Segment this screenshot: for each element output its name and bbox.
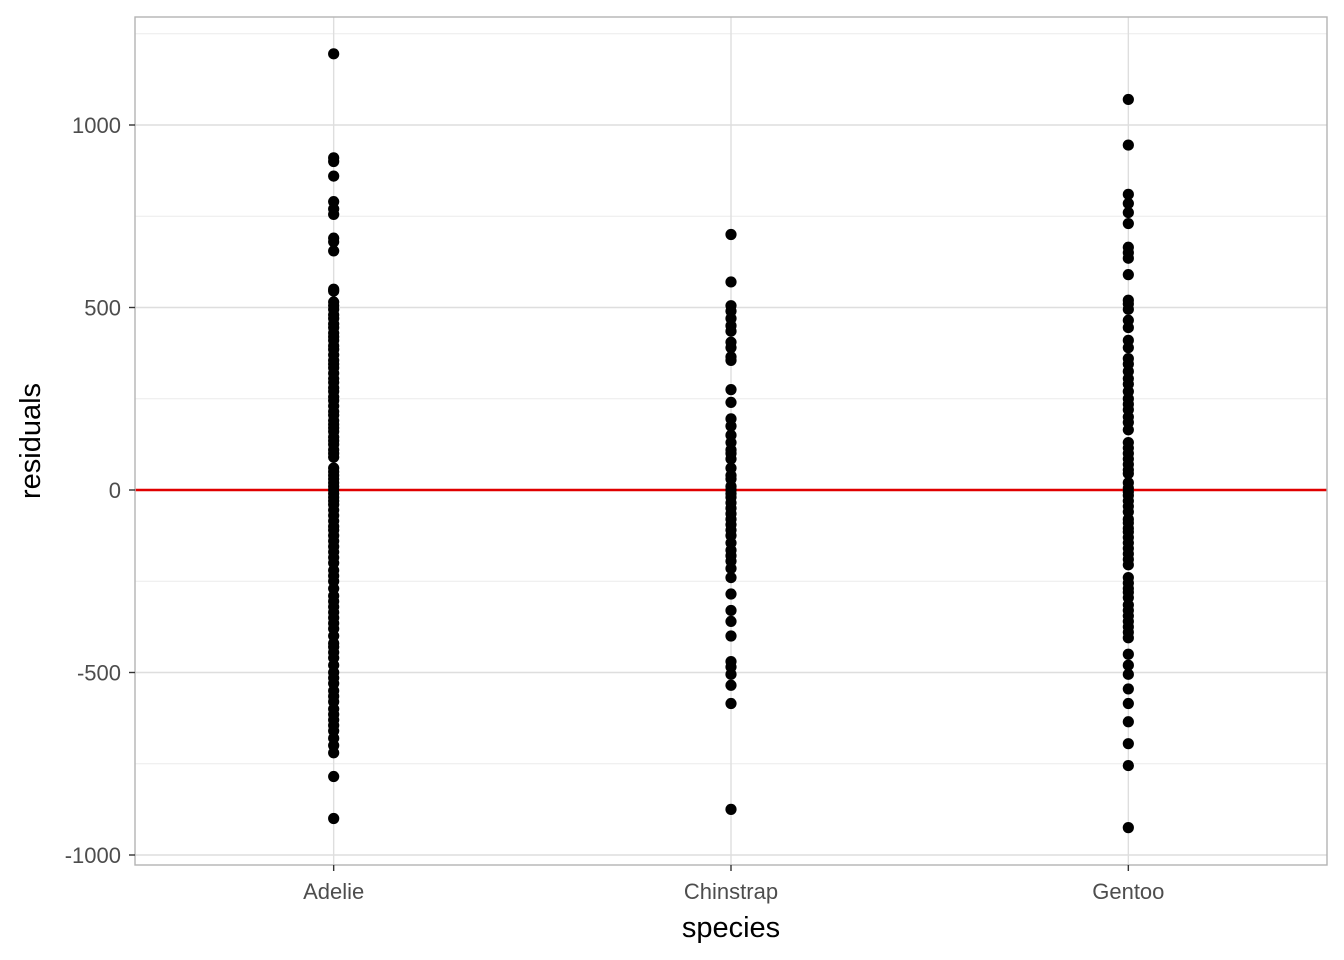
data-point bbox=[1122, 207, 1134, 219]
data-point bbox=[328, 747, 340, 759]
data-point bbox=[1122, 648, 1134, 660]
data-point bbox=[1122, 716, 1134, 728]
data-point bbox=[725, 679, 737, 691]
data-point bbox=[328, 285, 340, 297]
y-tick-label: -1000 bbox=[65, 843, 121, 868]
data-point bbox=[1122, 659, 1134, 671]
data-point bbox=[725, 604, 737, 617]
data-point bbox=[1122, 697, 1134, 710]
data-point bbox=[725, 228, 737, 241]
data-point bbox=[725, 668, 737, 680]
y-tick-label: 1000 bbox=[72, 113, 121, 138]
data-point bbox=[328, 245, 340, 257]
data-point bbox=[328, 155, 340, 168]
data-point bbox=[1122, 683, 1134, 695]
data-point bbox=[725, 588, 737, 600]
data-point bbox=[1122, 93, 1134, 106]
y-tick-label: 0 bbox=[109, 478, 121, 503]
data-point bbox=[725, 276, 737, 288]
data-point bbox=[1122, 738, 1134, 750]
data-point bbox=[328, 236, 340, 248]
data-point bbox=[1122, 424, 1134, 436]
data-points bbox=[328, 48, 1134, 834]
data-point bbox=[1122, 668, 1134, 680]
y-axis-ticks: -1000 -500 0 500 1000 bbox=[65, 113, 135, 868]
data-point bbox=[725, 325, 737, 337]
data-point bbox=[1122, 188, 1134, 200]
x-tick-label: Adelie bbox=[303, 879, 364, 904]
data-point bbox=[725, 396, 737, 408]
x-axis-ticks: Adelie Chinstrap Gentoo bbox=[303, 865, 1164, 904]
data-point bbox=[328, 770, 340, 783]
data-point bbox=[328, 812, 340, 825]
data-point bbox=[725, 354, 737, 367]
data-point bbox=[1122, 559, 1134, 571]
data-point bbox=[328, 48, 340, 60]
data-point bbox=[1122, 303, 1134, 315]
data-point bbox=[328, 170, 340, 182]
data-point bbox=[328, 208, 340, 221]
y-axis-title: residuals bbox=[15, 383, 47, 499]
data-point bbox=[725, 803, 737, 815]
data-point bbox=[1122, 822, 1134, 834]
data-point bbox=[725, 420, 737, 432]
data-point bbox=[725, 342, 737, 354]
data-point bbox=[1122, 321, 1134, 334]
data-point bbox=[725, 572, 737, 584]
x-tick-label: Chinstrap bbox=[684, 879, 778, 904]
data-point bbox=[1122, 217, 1134, 230]
y-tick-label: -500 bbox=[77, 661, 121, 686]
data-point bbox=[725, 697, 737, 710]
data-point bbox=[1122, 197, 1134, 210]
data-point bbox=[725, 384, 737, 396]
data-point bbox=[1122, 252, 1134, 264]
data-point bbox=[1122, 467, 1134, 480]
data-point bbox=[725, 615, 737, 628]
data-point bbox=[1122, 269, 1134, 281]
x-axis-title: species bbox=[682, 912, 780, 944]
data-point bbox=[1122, 759, 1134, 772]
x-tick-label: Gentoo bbox=[1092, 879, 1164, 904]
data-point bbox=[1122, 632, 1134, 644]
y-tick-label: 500 bbox=[84, 296, 121, 321]
data-point bbox=[725, 630, 737, 642]
data-point bbox=[1122, 139, 1134, 151]
data-point bbox=[1122, 342, 1134, 354]
data-point bbox=[328, 451, 340, 463]
data-point bbox=[725, 562, 737, 575]
data-point bbox=[725, 453, 737, 465]
